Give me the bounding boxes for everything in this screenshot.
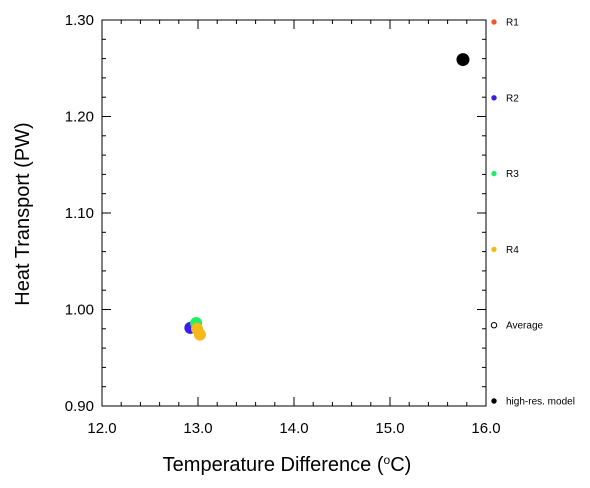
legend-label: R4 [506, 245, 519, 256]
legend-label: R1 [506, 18, 519, 29]
legend-label: R2 [506, 93, 519, 104]
legend-marker [491, 246, 497, 253]
x-axis-title-unit: C) [390, 454, 411, 476]
legend-marker [491, 19, 497, 25]
tick-labels: 12.0 13.0 14.0 15.0 16.0 0.90 1.00 1.10 1.20 1.30 [65, 12, 501, 437]
y-tick-label: 1.20 [65, 109, 94, 126]
legend-marker [491, 170, 497, 177]
major-ticks [101, 19, 487, 407]
data-point [456, 53, 470, 67]
x-axis-title-degree: o [384, 453, 391, 467]
x-tick-label: 13.0 [183, 420, 212, 437]
legend-marker [491, 398, 497, 404]
x-tick-label: 14.0 [279, 420, 308, 437]
x-tick-label: 15.0 [375, 420, 404, 437]
legend-marker [491, 95, 497, 101]
plot-frame [101, 19, 487, 407]
y-tick-label: 0.90 [65, 398, 94, 415]
x-tick-label: 16.0 [471, 420, 500, 437]
legend-label: high-res. model [506, 397, 575, 408]
legend-marker [490, 322, 498, 329]
legend-label: R3 [506, 169, 519, 180]
y-tick-label: 1.30 [65, 12, 94, 29]
y-axis-title: Heat Transport (PW) [12, 122, 34, 305]
x-tick-label: 12.0 [87, 420, 116, 437]
y-tick-label: 1.10 [65, 205, 94, 222]
legend-label: Average [506, 321, 544, 332]
legend: R1 R2 R3 R4 Average high-res. model [490, 18, 575, 408]
data-point [193, 328, 206, 341]
y-tick-label: 1.00 [65, 302, 94, 319]
minor-ticks [101, 19, 487, 407]
data-points [184, 53, 470, 341]
x-axis-title: Temperature Difference (oC) [163, 453, 412, 476]
x-axis-title-text: Temperature Difference ( [163, 454, 384, 476]
